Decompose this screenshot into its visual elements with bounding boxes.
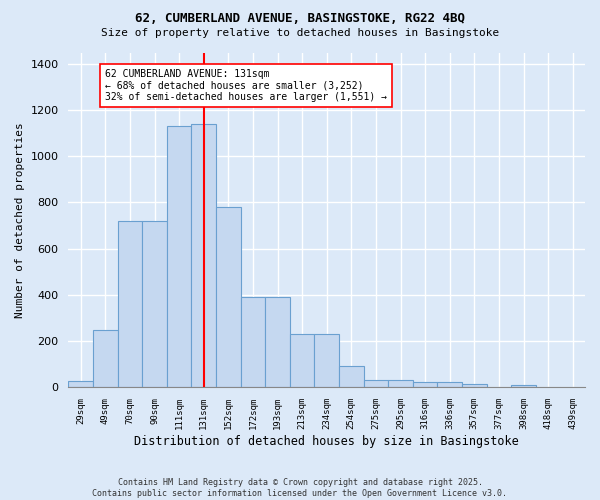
Y-axis label: Number of detached properties: Number of detached properties: [15, 122, 25, 318]
Bar: [290, 334, 314, 387]
Bar: [216, 207, 241, 387]
Bar: [167, 126, 191, 387]
Bar: [68, 381, 93, 387]
X-axis label: Distribution of detached houses by size in Basingstoke: Distribution of detached houses by size …: [134, 434, 519, 448]
Bar: [437, 382, 462, 387]
Bar: [241, 297, 265, 387]
Bar: [142, 221, 167, 387]
Bar: [265, 297, 290, 387]
Text: 62, CUMBERLAND AVENUE, BASINGSTOKE, RG22 4BQ: 62, CUMBERLAND AVENUE, BASINGSTOKE, RG22…: [135, 12, 465, 26]
Bar: [93, 330, 118, 387]
Text: Contains HM Land Registry data © Crown copyright and database right 2025.
Contai: Contains HM Land Registry data © Crown c…: [92, 478, 508, 498]
Bar: [364, 380, 388, 387]
Bar: [118, 221, 142, 387]
Text: 62 CUMBERLAND AVENUE: 131sqm
← 68% of detached houses are smaller (3,252)
32% of: 62 CUMBERLAND AVENUE: 131sqm ← 68% of de…: [106, 68, 388, 102]
Bar: [388, 380, 413, 387]
Bar: [413, 382, 437, 387]
Bar: [191, 124, 216, 387]
Bar: [462, 384, 487, 387]
Text: Size of property relative to detached houses in Basingstoke: Size of property relative to detached ho…: [101, 28, 499, 38]
Bar: [339, 366, 364, 387]
Bar: [314, 334, 339, 387]
Bar: [511, 384, 536, 387]
